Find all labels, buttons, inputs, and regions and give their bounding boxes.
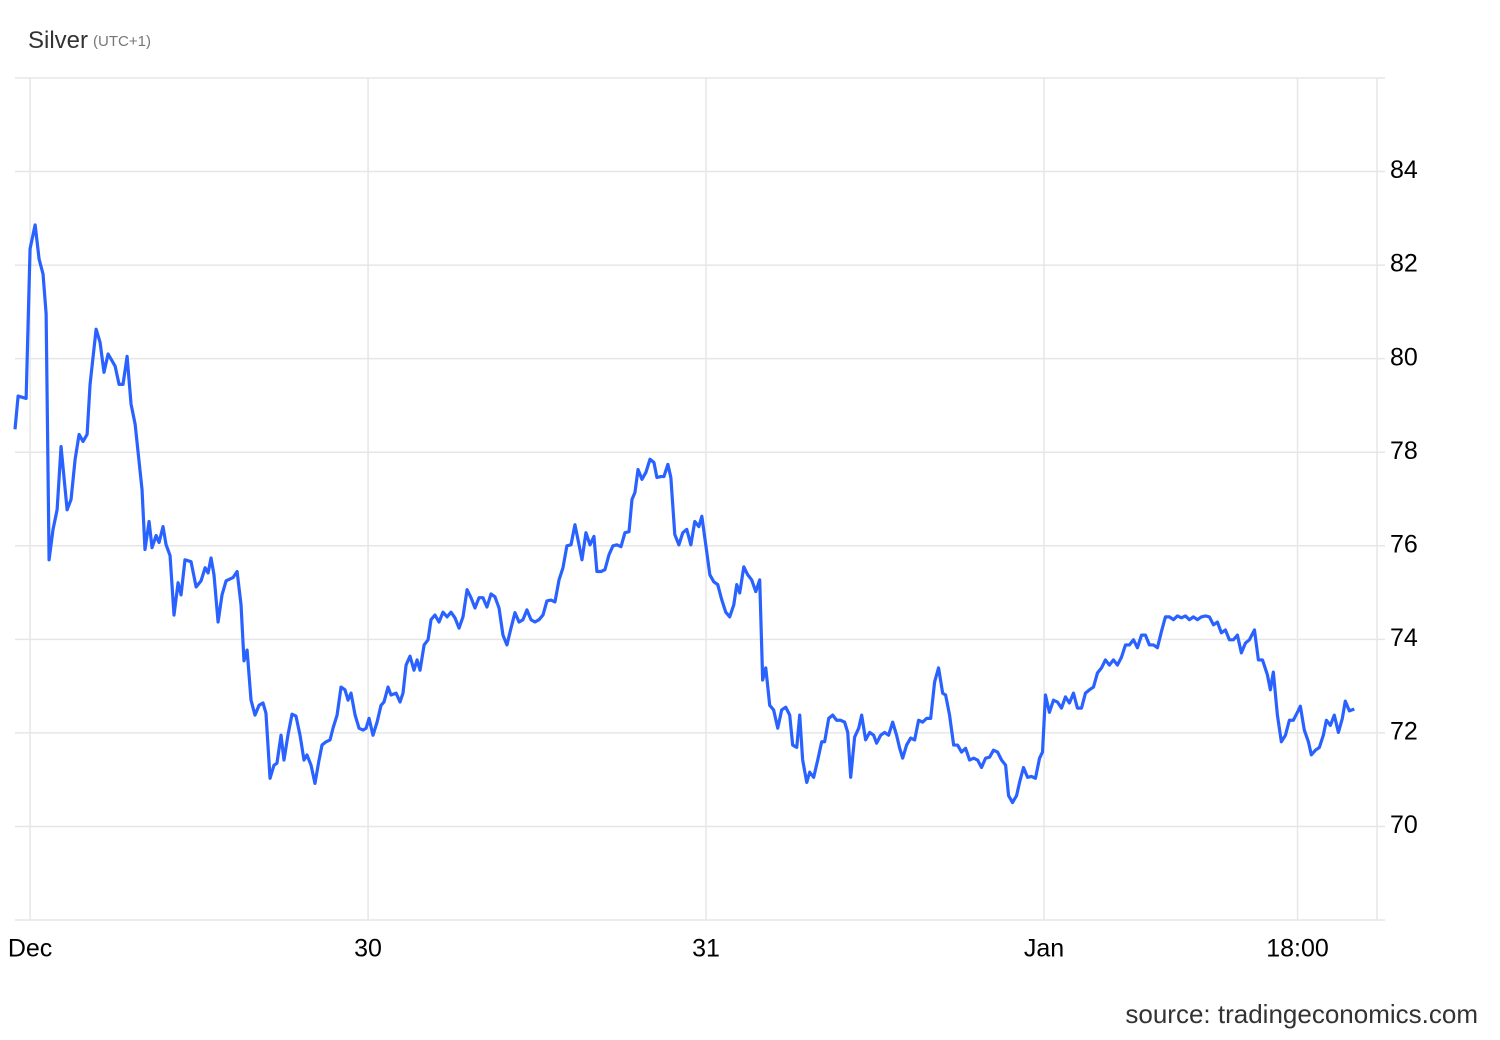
price-line [13,223,1355,805]
x-tick-label: Dec [8,935,52,963]
chart-title-group: Silver (UTC+1) [28,27,151,54]
y-tick-label: 74 [1390,624,1418,652]
source-note: source: tradingeconomics.com [1125,999,1478,1029]
y-tick-label: 82 [1390,250,1418,278]
y-tick-label: 78 [1390,437,1418,465]
x-tick-label: 18:00 [1266,935,1329,963]
y-tick-label: 84 [1390,156,1418,184]
x-tick-label: Jan [1024,935,1064,963]
y-tick-label: 72 [1390,717,1418,745]
y-tick-label: 70 [1390,811,1418,839]
chart-title: Silver [28,27,88,54]
y-tick-label: 80 [1390,343,1418,371]
y-tick-label: 76 [1390,530,1418,558]
x-tick-label: 30 [354,935,382,963]
x-tick-label: 31 [692,935,720,963]
chart-subtitle: (UTC+1) [93,33,151,50]
